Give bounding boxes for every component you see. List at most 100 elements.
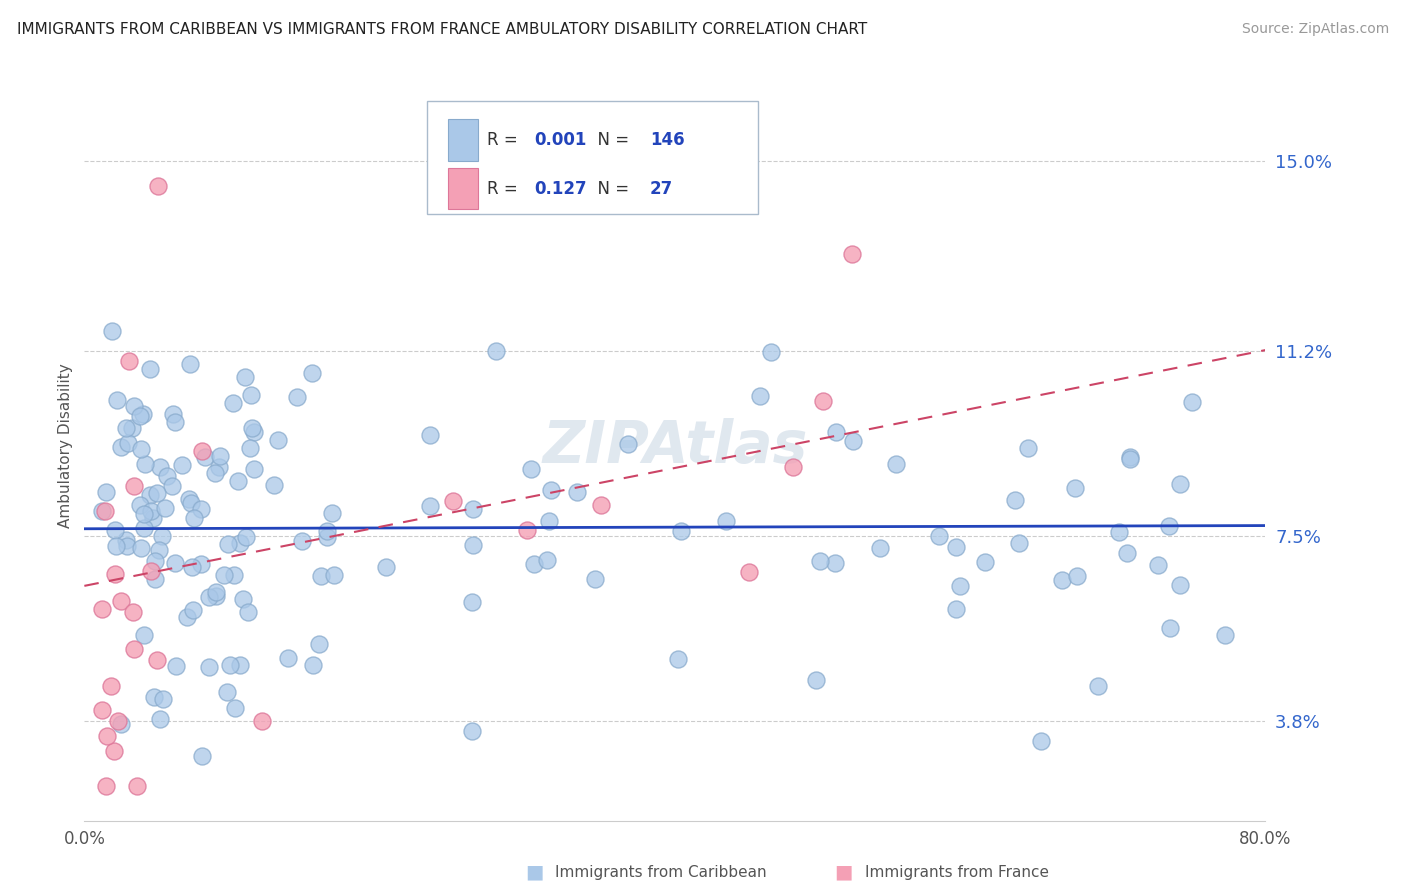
- Point: [143, 554, 166, 568]
- Point: [208, 449, 231, 463]
- Point: [229, 657, 252, 672]
- Point: [103, 744, 125, 758]
- Text: 0.001: 0.001: [534, 131, 586, 149]
- Point: [1118, 450, 1140, 464]
- Text: R =: R =: [486, 131, 523, 149]
- Point: [129, 541, 152, 555]
- Point: [1157, 518, 1180, 533]
- Point: [321, 506, 343, 520]
- Point: [738, 565, 761, 579]
- Point: [375, 559, 398, 574]
- Point: [145, 486, 167, 500]
- Point: [107, 714, 129, 728]
- Point: [811, 394, 834, 409]
- Point: [311, 569, 333, 583]
- Point: [176, 610, 198, 624]
- Text: N =: N =: [588, 131, 636, 149]
- Point: [1159, 621, 1181, 635]
- Point: [461, 538, 484, 552]
- Point: [110, 716, 132, 731]
- Point: [285, 390, 308, 404]
- Point: [1050, 573, 1073, 587]
- Point: [149, 459, 172, 474]
- Point: [156, 469, 179, 483]
- Point: [96, 779, 118, 793]
- Text: R =: R =: [486, 179, 523, 198]
- Text: Immigrants from France: Immigrants from France: [865, 865, 1049, 880]
- Point: [1147, 558, 1170, 572]
- Point: [101, 324, 124, 338]
- Point: [884, 458, 907, 472]
- Text: 27: 27: [650, 179, 673, 198]
- Point: [808, 554, 831, 568]
- FancyBboxPatch shape: [449, 168, 478, 210]
- Point: [1004, 492, 1026, 507]
- Point: [145, 653, 167, 667]
- Point: [122, 605, 145, 619]
- Point: [1008, 535, 1031, 549]
- Point: [538, 514, 561, 528]
- Point: [114, 533, 136, 548]
- Point: [163, 556, 186, 570]
- Point: [1115, 546, 1137, 560]
- Point: [842, 434, 865, 448]
- Point: [238, 605, 260, 619]
- Point: [110, 441, 132, 455]
- Text: 146: 146: [650, 131, 685, 149]
- Point: [143, 690, 166, 704]
- Point: [714, 514, 737, 528]
- Point: [132, 627, 155, 641]
- Point: [263, 477, 285, 491]
- Point: [1017, 441, 1039, 455]
- Point: [316, 530, 339, 544]
- Point: [131, 407, 153, 421]
- Point: [1087, 679, 1109, 693]
- Point: [117, 436, 139, 450]
- Point: [162, 407, 184, 421]
- Point: [974, 555, 997, 569]
- Point: [461, 595, 484, 609]
- Point: [485, 344, 508, 359]
- Point: [103, 566, 125, 581]
- Point: [461, 724, 484, 739]
- Point: [96, 729, 118, 743]
- Point: [591, 498, 613, 512]
- Point: [224, 701, 246, 715]
- Point: [759, 344, 782, 359]
- Point: [191, 444, 214, 458]
- Point: [419, 499, 441, 513]
- Point: [869, 541, 891, 556]
- Point: [129, 442, 152, 456]
- Point: [132, 521, 155, 535]
- Point: [463, 502, 485, 516]
- Point: [94, 484, 117, 499]
- Point: [179, 492, 201, 507]
- Point: [243, 462, 266, 476]
- Text: ■: ■: [834, 863, 853, 882]
- Point: [115, 420, 138, 434]
- Point: [191, 749, 214, 764]
- Point: [105, 539, 128, 553]
- Point: [226, 474, 249, 488]
- Point: [122, 479, 145, 493]
- Point: [228, 535, 250, 549]
- Point: [419, 428, 441, 442]
- Point: [1108, 525, 1130, 540]
- Point: [143, 572, 166, 586]
- Point: [204, 589, 226, 603]
- Point: [149, 712, 172, 726]
- Text: Source: ZipAtlas.com: Source: ZipAtlas.com: [1241, 22, 1389, 37]
- Point: [117, 539, 139, 553]
- FancyBboxPatch shape: [427, 102, 758, 214]
- Point: [316, 524, 339, 538]
- Point: [198, 659, 221, 673]
- Point: [540, 483, 562, 497]
- Point: [91, 504, 114, 518]
- Point: [118, 354, 141, 368]
- Point: [1066, 569, 1088, 583]
- Point: [1213, 628, 1236, 642]
- Point: [222, 567, 245, 582]
- Point: [148, 179, 170, 194]
- Text: ZIPAtlas: ZIPAtlas: [543, 417, 807, 475]
- Point: [308, 636, 330, 650]
